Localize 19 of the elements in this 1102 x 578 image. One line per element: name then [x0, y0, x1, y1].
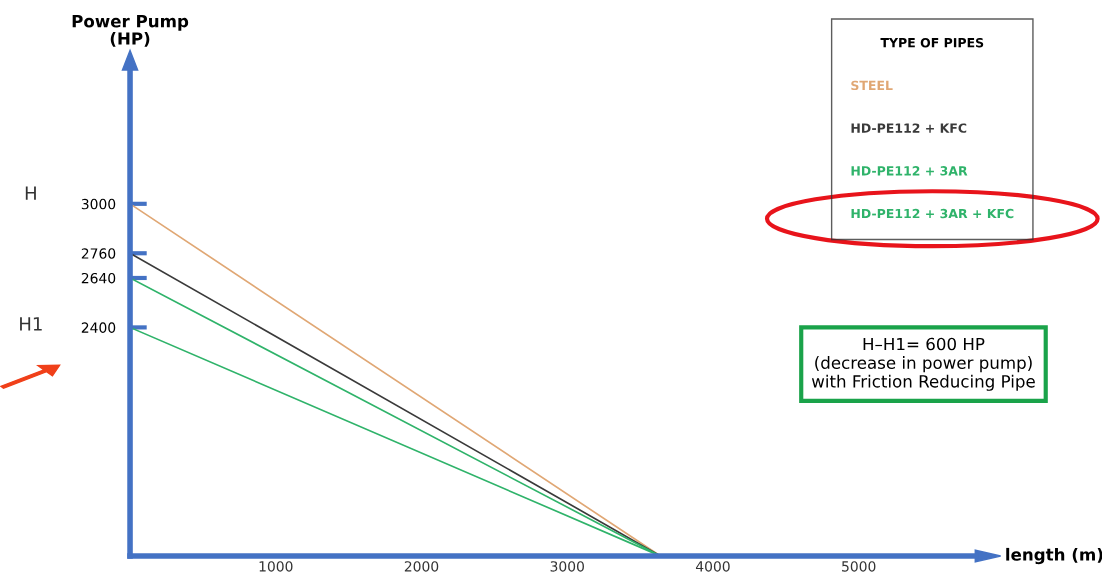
y-tick-label: 3000	[81, 198, 116, 210]
text: HD-PE112 + KFC	[851, 123, 967, 133]
legend-title: TYPE OF PIPES	[880, 37, 984, 48]
text: HD-PE112 + 3AR + KFC	[851, 208, 1014, 219]
x-tick-label: 4000	[695, 561, 730, 572]
x-axis-title: length (m)	[1006, 547, 1102, 565]
y-tick-label: 2640	[81, 272, 116, 284]
text: HD-PE112 + 3AR	[851, 166, 968, 176]
x-tick-label: 2000	[404, 561, 439, 572]
text: H	[25, 186, 36, 200]
x-tick-label: 1000	[259, 561, 293, 572]
text: H1	[20, 317, 42, 331]
x-tick-label: 5000	[842, 561, 876, 572]
annotation: H–H1= 600 HP (decrease in power pump) with Friction Reducing Pipe	[811, 337, 1035, 391]
y-axis-title: Power Pump (HP)	[72, 15, 189, 47]
y-tick-label: 2400	[81, 322, 116, 333]
y-tick-label: 2760	[81, 248, 116, 259]
text: STEEL	[851, 80, 893, 91]
x-tick-label: 3000	[550, 561, 584, 572]
